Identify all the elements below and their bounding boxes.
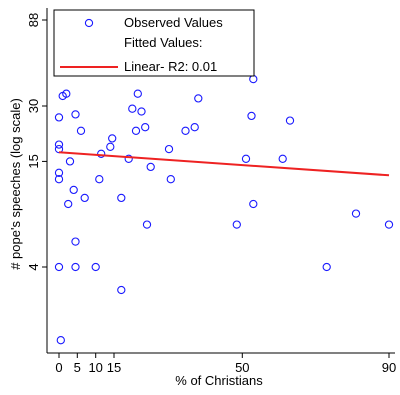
y-tick-label: 15	[26, 154, 41, 168]
data-point	[56, 336, 65, 345]
data-point	[146, 162, 155, 172]
y-tick-label: 88	[26, 13, 41, 27]
data-point	[76, 126, 86, 135]
data-point	[249, 74, 258, 84]
data-point	[351, 209, 361, 218]
data-point	[95, 175, 104, 184]
data-point	[190, 123, 199, 132]
data-point	[71, 262, 80, 272]
data-point	[322, 262, 331, 272]
y-tick-label: 4	[26, 263, 41, 270]
data-point	[131, 126, 141, 135]
data-point	[137, 107, 146, 116]
data-point	[71, 237, 80, 246]
data-point	[65, 157, 75, 166]
data-point	[194, 94, 203, 103]
data-point	[91, 262, 100, 272]
data-point	[285, 116, 295, 125]
data-point	[69, 185, 78, 195]
x-tick-label: 0	[55, 360, 62, 375]
x-tick-label: 90	[382, 360, 396, 375]
y-ticks: 4 15 30 88	[26, 13, 47, 271]
data-point	[117, 193, 126, 203]
points-layer	[54, 64, 394, 345]
data-point	[133, 89, 142, 98]
legend-label-fitted: Fitted Values:	[124, 35, 203, 50]
x-axis-title: % of Christians	[175, 373, 263, 388]
y-axis-title: # pope's speeches (log scale)	[8, 98, 23, 270]
legend-marker-observed	[84, 18, 94, 28]
data-point	[232, 220, 241, 229]
x-tick-label: 15	[107, 360, 121, 375]
data-point	[106, 142, 115, 151]
data-point	[108, 134, 117, 143]
data-point	[71, 110, 80, 119]
data-point	[164, 144, 174, 154]
data-point	[241, 154, 251, 163]
axes	[46, 8, 395, 354]
data-point	[54, 168, 64, 177]
data-point	[54, 140, 64, 149]
data-point	[54, 175, 64, 184]
data-point	[117, 285, 126, 295]
data-point	[141, 123, 150, 132]
data-point	[249, 199, 258, 209]
fit-line	[58, 151, 390, 177]
legend-label-observed: Observed Values	[124, 15, 223, 30]
data-point	[97, 149, 106, 158]
legend: Observed Values Fitted Values: Linear- R…	[53, 9, 255, 77]
data-point	[64, 199, 73, 209]
y-tick-label: 30	[26, 99, 41, 113]
data-point	[128, 104, 137, 113]
data-point	[124, 154, 133, 163]
x-tick-label: 10	[88, 360, 102, 375]
data-point	[80, 193, 89, 203]
legend-label-linear: Linear- R2: 0.01	[124, 59, 217, 74]
fit-line-layer	[58, 151, 390, 177]
legend-box	[53, 9, 255, 77]
x-tick-label: 50	[235, 360, 249, 375]
data-point	[62, 89, 71, 98]
data-point	[181, 126, 190, 135]
data-point	[54, 262, 64, 272]
x-ticks: 0 5 10 15 50 90	[55, 353, 396, 375]
data-point	[166, 175, 175, 184]
data-point	[278, 154, 287, 163]
data-point	[142, 220, 152, 229]
data-point	[384, 220, 394, 229]
x-tick-label: 5	[74, 360, 81, 375]
data-point	[247, 111, 256, 121]
data-point	[54, 113, 64, 122]
